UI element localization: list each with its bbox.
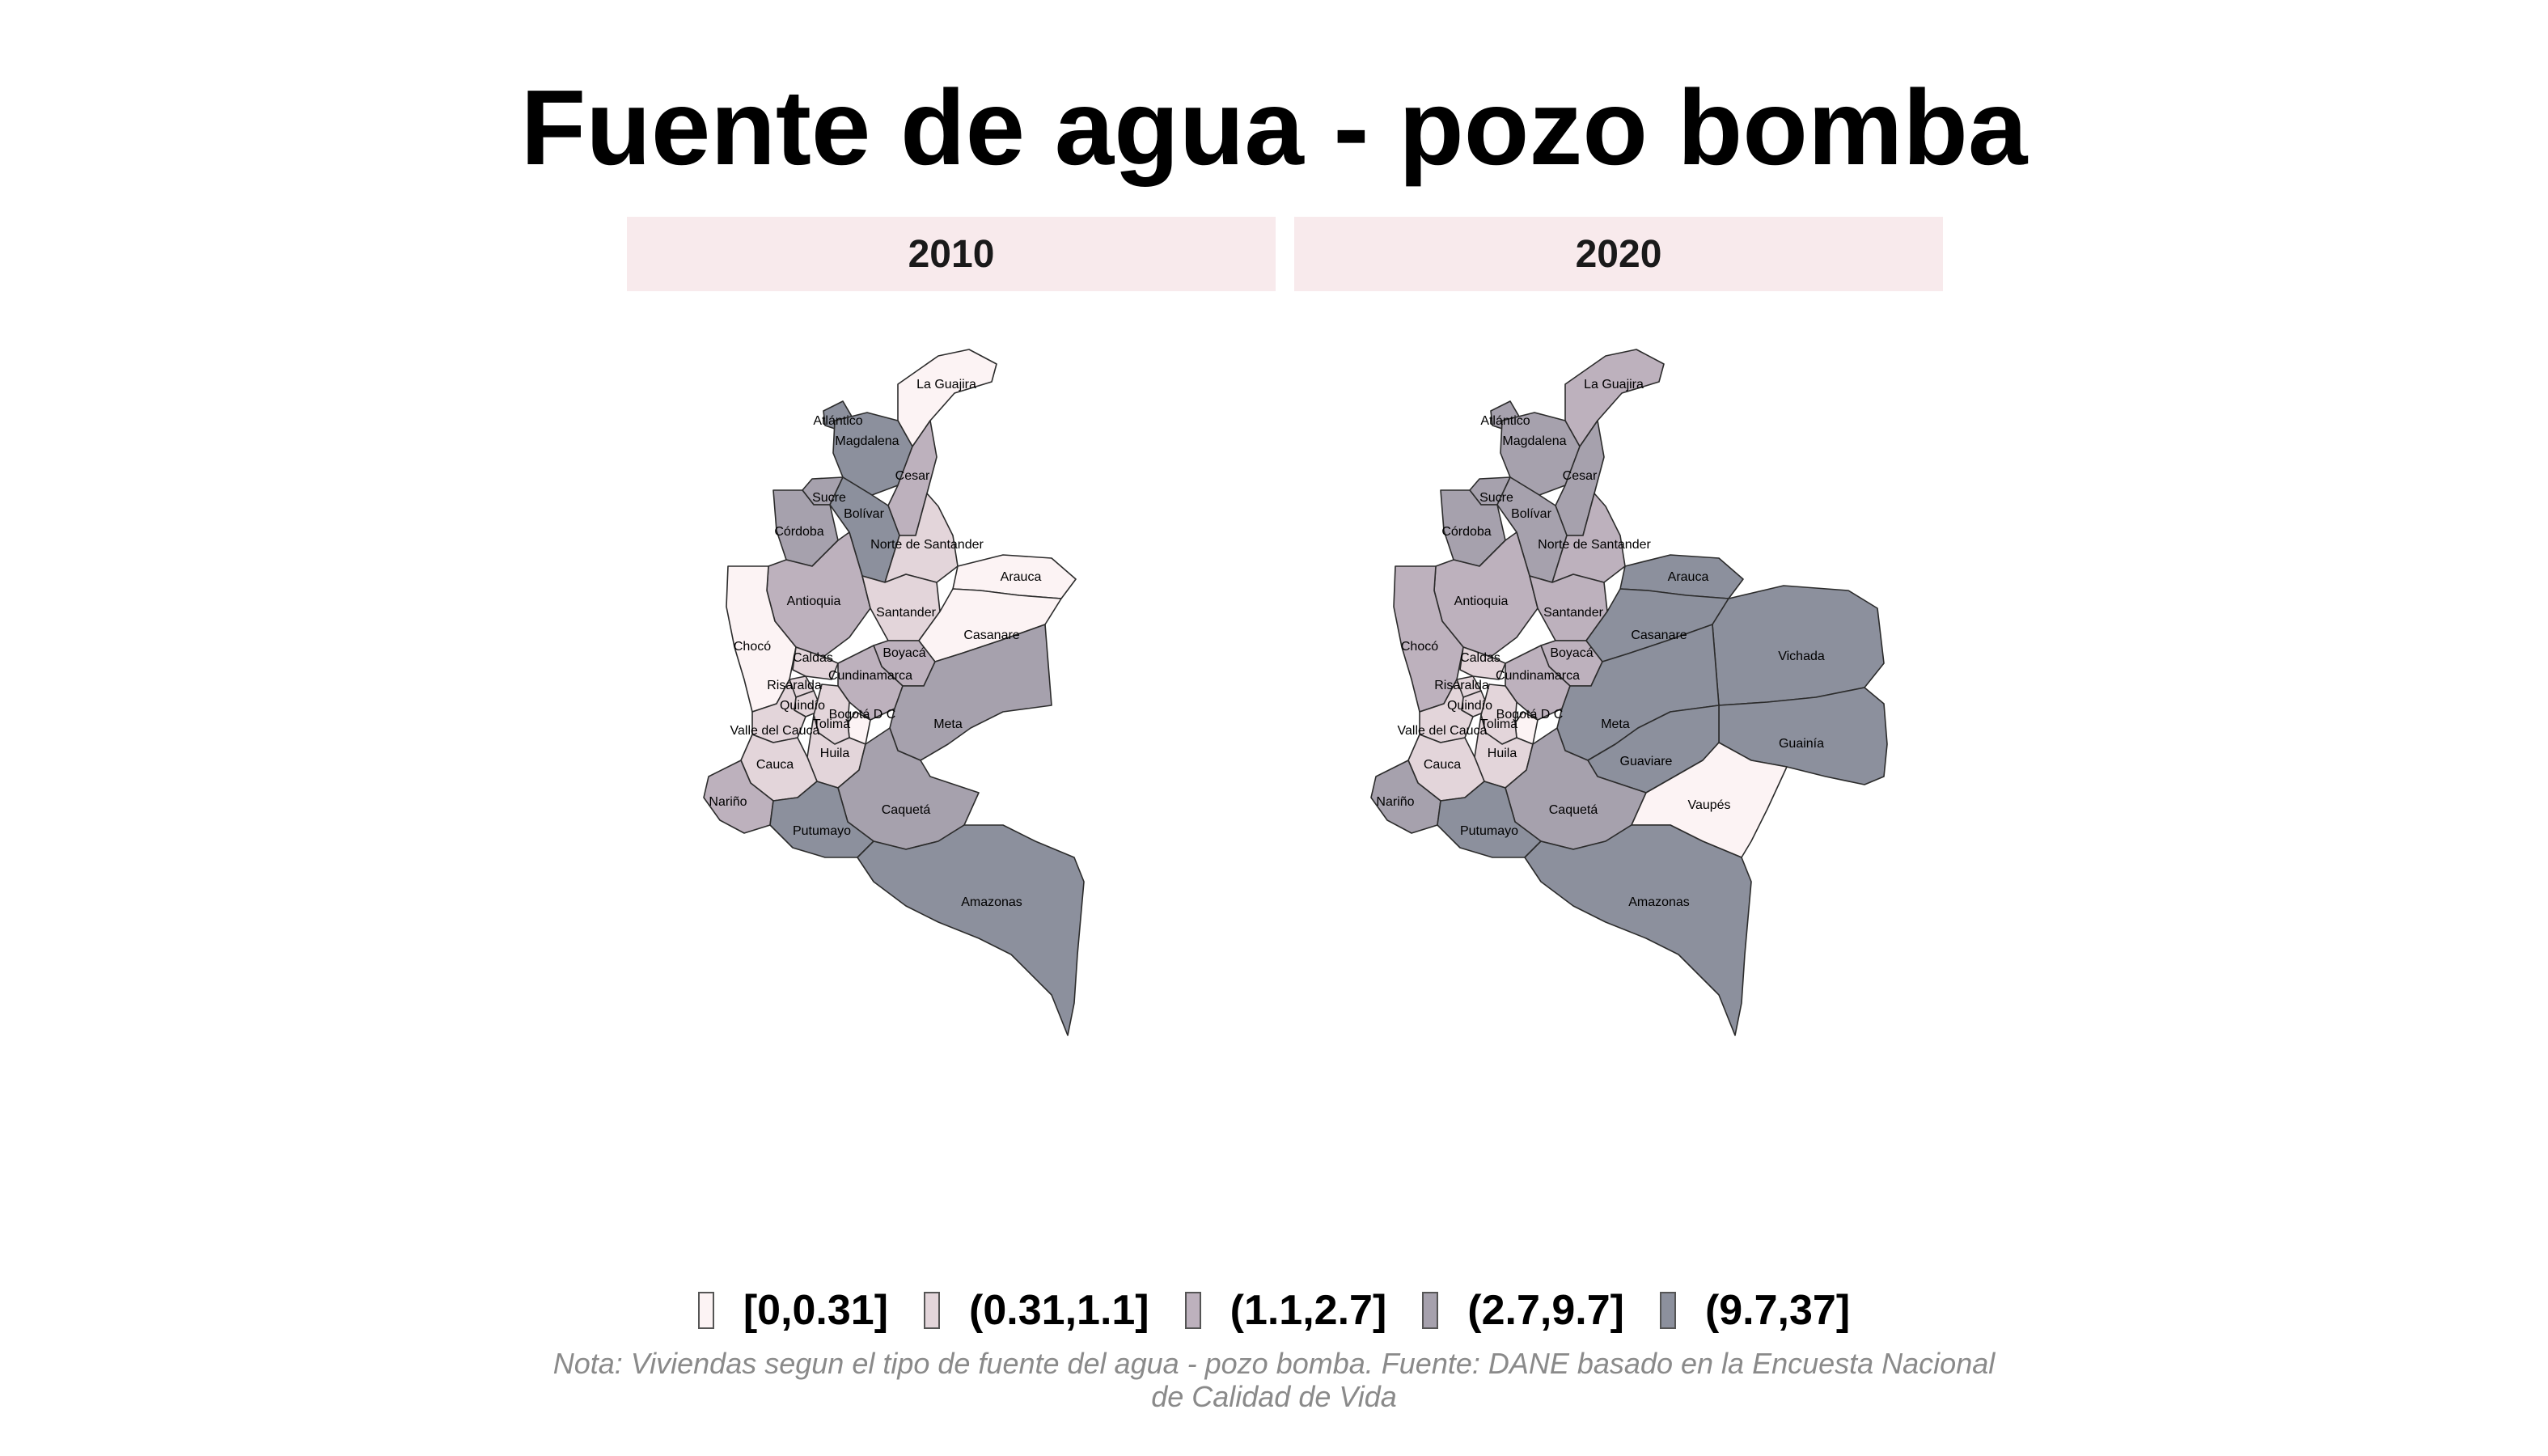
department-label-sucre: Sucre [1479,491,1513,505]
department-label-santander: Santander [1543,606,1604,620]
panel-strip-2010: 2010 [627,217,1276,291]
legend-item: (9.7,37] [1659,1286,1851,1335]
legend: [0,0.31] (0.31,1.1] (1.1,2.7] (2.7,9.7] … [0,1286,2548,1335]
department-label-cordoba: Córdoba [1441,525,1491,539]
department-putumayo [769,781,874,858]
department-la-guajira [897,349,997,447]
department-label-amazonas: Amazonas [1628,895,1690,909]
legend-label: (1.1,2.7] [1230,1287,1387,1334]
department-label-boyaca: Boyacá [882,646,925,660]
department-label-cesar: Cesar [1563,469,1598,483]
department-label-valle-del-cauca: Valle del Cauca [730,724,820,738]
department-label-choco: Chocó [734,640,771,654]
department-label-norte-de-santander: Norte de Santander [870,538,984,552]
department-label-atlantico: Atlántico [1480,414,1530,428]
department-label-tolima: Tolima [813,717,850,731]
department-label-amazonas: Amazonas [961,895,1022,909]
department-label-narino: Nariño [709,795,747,809]
department-label-bolivar: Bolívar [844,507,884,521]
panel-strip-2020: 2020 [1294,217,1943,291]
department-label-caqueta: Caquetá [1549,803,1598,817]
department-amazonas [1524,824,1752,1036]
legend-item: (0.31,1.1] [924,1286,1149,1335]
legend-item: [0,0.31] [697,1286,889,1335]
department-label-guaviare: Guaviare [1620,755,1673,768]
department-label-risaralda: Risaralda [1434,679,1489,692]
department-label-choco: Chocó [1401,640,1438,654]
department-label-casanare: Casanare [1631,629,1687,642]
caption-note: Nota: Viviendas segun el tipo de fuente … [552,1347,1996,1414]
department-amazonas [857,824,1085,1036]
map-title: Fuente de agua - pozo bomba [520,68,2028,187]
department-label-valle-del-cauca: Valle del Cauca [1398,724,1488,738]
legend-item: (2.7,9.7] [1422,1286,1624,1335]
department-label-cauca: Cauca [756,758,794,772]
department-shapes [703,349,1085,1036]
department-vichada [1712,585,1885,706]
department-labels: La Guajira Atlántico Magdalena Cesar Sucre Bo… [1376,378,1824,909]
department-label-putumayo: Putumayo [793,824,851,838]
department-meta [889,624,1052,761]
department-label-vichada: Vichada [1778,650,1825,663]
department-caldas [1459,646,1506,680]
legend-label: (0.31,1.1] [969,1287,1149,1334]
department-label-caqueta: Caquetá [882,803,931,817]
department-label-cauca: Cauca [1424,758,1461,772]
department-label-huila: Huila [820,747,850,760]
legend-label: [0,0.31] [743,1287,889,1334]
department-label-meta: Meta [1601,717,1630,731]
department-label-guainia: Guainía [1779,737,1824,751]
legend-swatch [924,1292,941,1329]
department-label-la-guajira: La Guajira [1584,378,1644,392]
department-label-atlantico: Atlántico [813,414,862,428]
department-caldas [792,646,839,680]
department-label-sucre: Sucre [812,491,846,505]
department-label-risaralda: Risaralda [767,679,822,692]
department-label-meta: Meta [933,717,963,731]
department-label-santander: Santander [876,606,937,620]
department-label-norte-de-santander: Norte de Santander [1538,538,1651,552]
department-label-boyaca: Boyacá [1550,646,1593,660]
department-label-vaupes: Vaupés [1687,798,1730,812]
department-shapes [1370,349,1888,1036]
legend-swatch [1184,1292,1201,1329]
legend-swatch [1659,1292,1676,1329]
department-label-bogota-d-c: Bogotá D C [829,708,896,722]
department-label-arauca: Arauca [1001,570,1042,584]
department-label-quindio: Quindío [780,699,825,713]
department-putumayo [1437,781,1542,858]
department-label-casanare: Casanare [963,629,1019,642]
map-2010: La Guajira Atlántico Magdalena Cesar Sucre Bo… [703,349,1085,1036]
department-label-huila: Huila [1488,747,1517,760]
legend-label: (2.7,9.7] [1467,1287,1624,1334]
department-label-cundinamarca: Cundinamarca [1496,669,1580,683]
legend-swatch [697,1292,714,1329]
department-label-putumayo: Putumayo [1460,824,1518,838]
department-label-tolima: Tolima [1480,717,1517,731]
department-labels: La Guajira Atlántico Magdalena Cesar Sucre Bo… [709,378,1041,909]
department-label-magdalena: Magdalena [835,434,899,448]
department-label-cordoba: Córdoba [774,525,823,539]
department-label-cesar: Cesar [895,469,930,483]
department-label-quindio: Quindío [1447,699,1492,713]
department-label-la-guajira: La Guajira [916,378,976,392]
legend-swatch [1422,1292,1439,1329]
department-label-antioquia: Antioquia [1454,595,1509,608]
department-label-arauca: Arauca [1668,570,1709,584]
department-label-magdalena: Magdalena [1502,434,1566,448]
legend-item: (1.1,2.7] [1184,1286,1387,1335]
department-label-caldas: Caldas [1460,651,1500,665]
legend-label: (9.7,37] [1704,1287,1851,1334]
department-label-narino: Nariño [1376,795,1414,809]
map-2020: La Guajira Atlántico Magdalena Cesar Sucre Bo… [1370,349,1888,1036]
department-la-guajira [1564,349,1665,447]
department-label-bolivar: Bolívar [1511,507,1551,521]
department-label-antioquia: Antioquia [787,595,841,608]
department-label-caldas: Caldas [793,651,833,665]
department-label-bogota-d-c: Bogotá D C [1496,708,1564,722]
department-label-cundinamarca: Cundinamarca [828,669,912,683]
